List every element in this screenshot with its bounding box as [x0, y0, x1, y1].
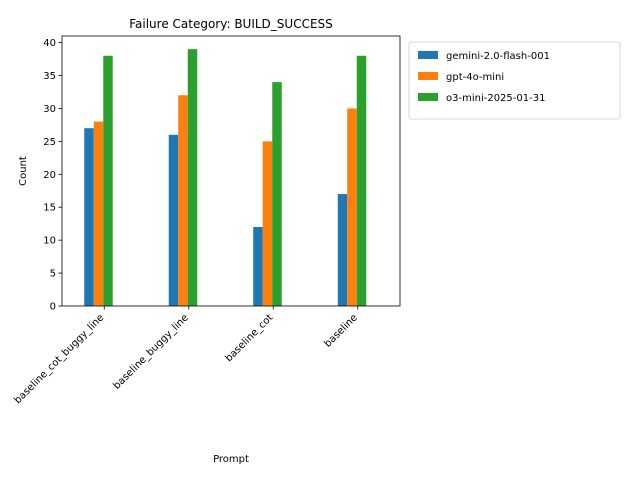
- bar: [262, 141, 273, 306]
- bar: [347, 108, 357, 306]
- bar: [103, 55, 113, 306]
- y-tick-label: 35: [43, 71, 56, 82]
- bar: [337, 194, 348, 306]
- bar: [253, 226, 263, 306]
- bar: [168, 134, 179, 306]
- bar: [356, 55, 367, 306]
- bar: [178, 95, 188, 306]
- bar: [84, 128, 94, 306]
- legend-swatch: [418, 72, 438, 80]
- y-tick-label: 25: [43, 137, 56, 148]
- chart-title: Failure Category: BUILD_SUCCESS: [129, 17, 333, 31]
- x-axis-label: Prompt: [213, 454, 249, 465]
- y-tick-label: 5: [50, 269, 56, 280]
- legend-swatch: [418, 51, 438, 59]
- x-tick-label: baseline: [322, 312, 359, 349]
- bar: [272, 82, 282, 306]
- legend-label: o3-mini-2025-01-31: [446, 93, 545, 104]
- bar: [93, 121, 104, 306]
- legend-frame: [408, 41, 621, 120]
- legend-label: gemini-2.0-flash-001: [446, 51, 550, 62]
- y-tick-label: 10: [43, 236, 56, 247]
- plot-frame: [61, 35, 401, 307]
- legend: gemini-2.0-flash-001 gpt-4o-mini o3-mini-2…: [408, 41, 621, 120]
- y-tick-label: 0: [50, 302, 56, 313]
- y-axis-label: Count: [18, 156, 29, 186]
- bars-layer: [84, 49, 367, 307]
- legend-swatch: [418, 93, 438, 101]
- x-tick-label: baseline_buggy_line: [112, 312, 191, 391]
- y-tick-label: 15: [43, 203, 56, 214]
- y-tick-label: 20: [43, 170, 56, 181]
- y-tick-label: 30: [43, 104, 56, 115]
- x-tick-label: baseline_cot: [223, 312, 275, 364]
- bar: [187, 49, 198, 307]
- x-tick-label: baseline_cot_buggy_line: [12, 312, 106, 406]
- y-tick-label: 40: [43, 38, 56, 49]
- legend-label: gpt-4o-mini: [446, 72, 504, 83]
